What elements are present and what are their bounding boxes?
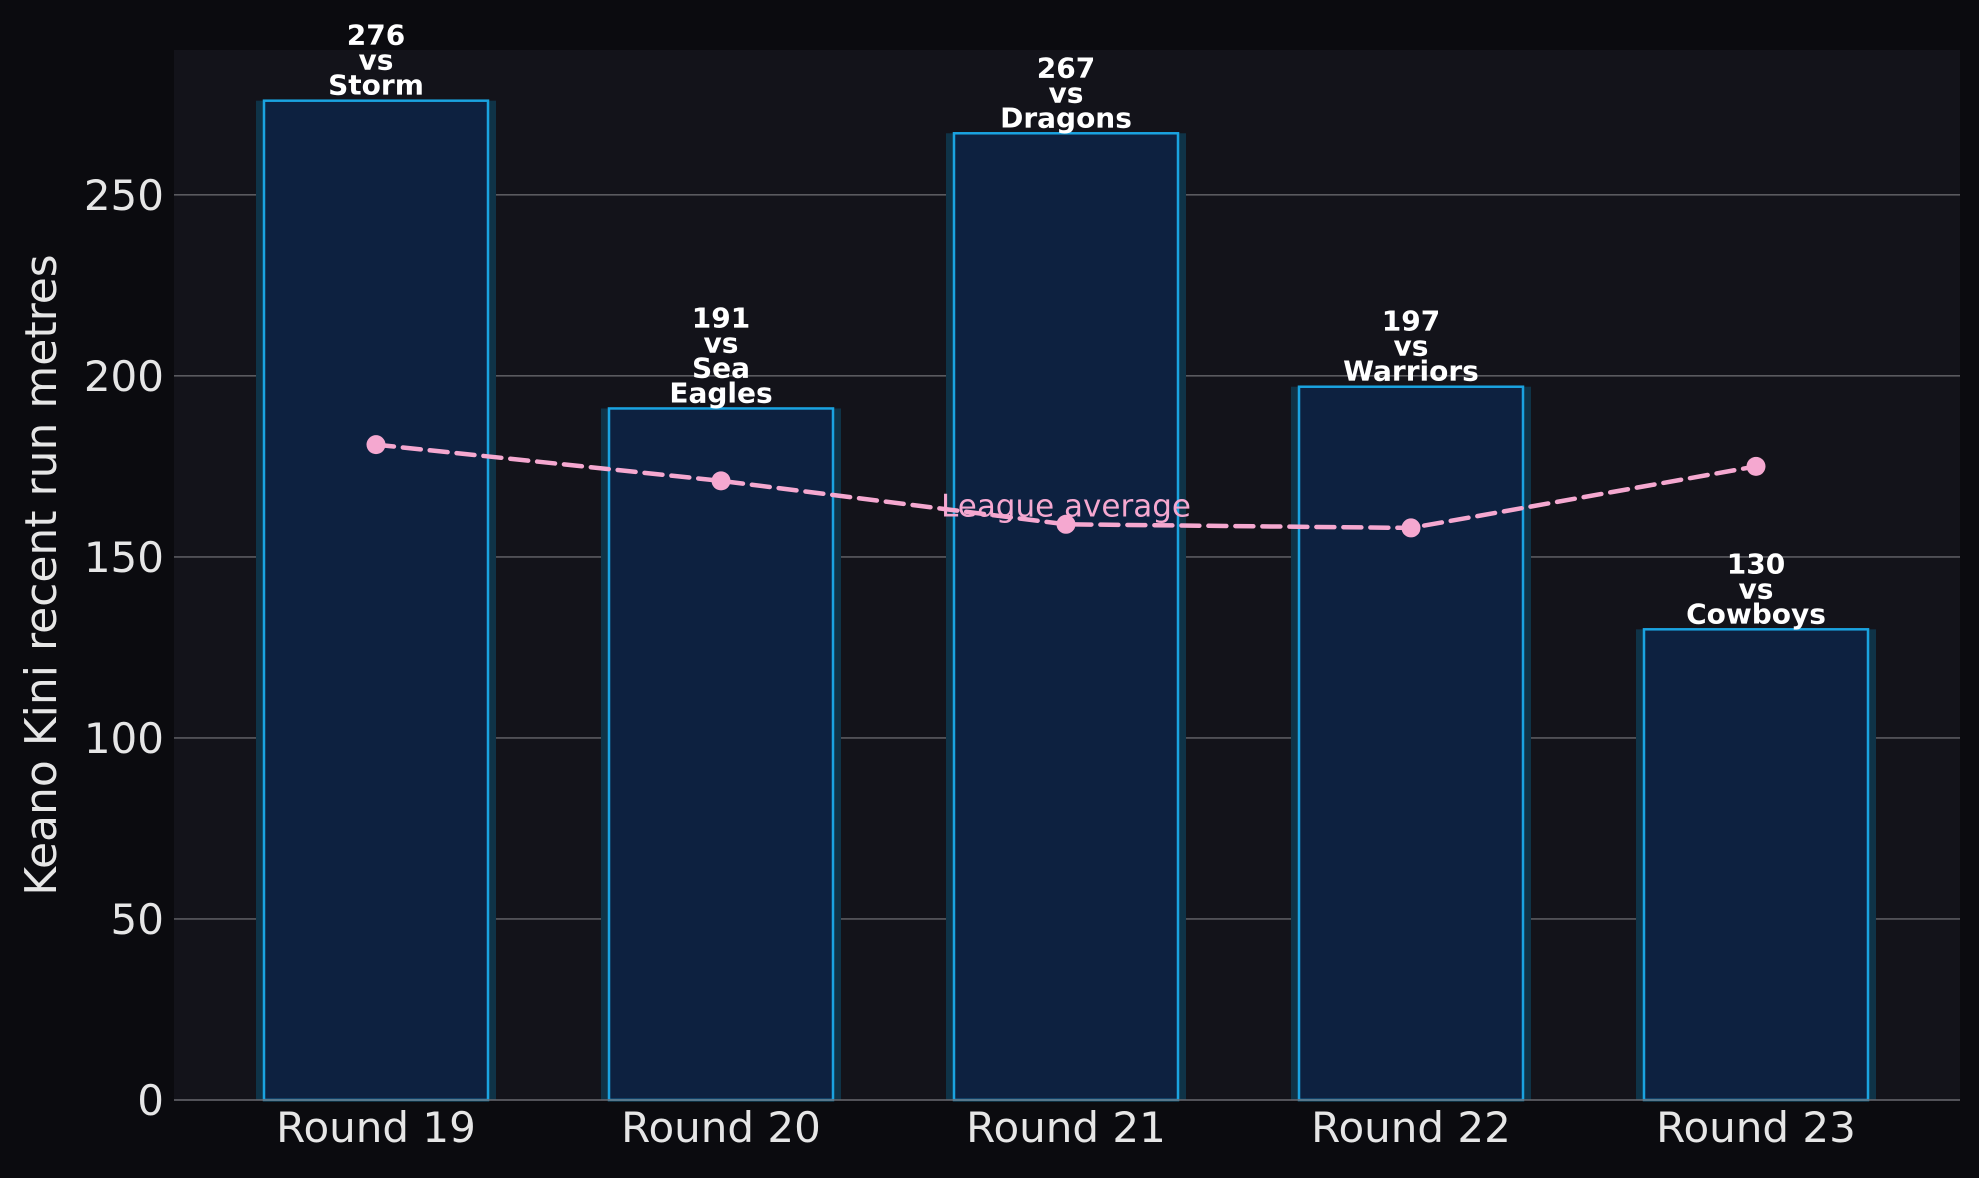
bar-data-label: vs xyxy=(1739,572,1774,605)
y-tick-label: 0 xyxy=(137,1076,164,1125)
average-point xyxy=(711,471,731,491)
y-tick-label: 200 xyxy=(84,352,164,401)
average-point xyxy=(1056,514,1076,534)
average-line-annotation: League average xyxy=(941,488,1191,524)
bars xyxy=(256,99,1876,1102)
average-point xyxy=(1401,518,1421,538)
average-point xyxy=(366,435,386,455)
bar xyxy=(262,99,490,1102)
bar xyxy=(607,407,835,1102)
bar xyxy=(1642,628,1870,1102)
bar-data-label: 191 xyxy=(692,301,750,334)
bar-data-label: vs xyxy=(359,44,394,77)
y-tick-label: 100 xyxy=(84,714,164,763)
bar xyxy=(1297,385,1525,1102)
bar-data-label: Cowboys xyxy=(1686,597,1826,630)
bar-labels: 276vsStorm191vsSeaEagles267vsDragons197v… xyxy=(328,19,1826,631)
average-point xyxy=(1746,456,1766,476)
x-tick-label: Round 20 xyxy=(621,1103,821,1152)
bar-data-label: 130 xyxy=(1727,547,1785,580)
x-tick-label: Round 22 xyxy=(1311,1103,1511,1152)
bar-data-label: vs xyxy=(704,326,739,359)
x-tick-label: Round 19 xyxy=(276,1103,476,1152)
bar-data-label: Dragons xyxy=(1000,101,1132,134)
bar-data-label: 276 xyxy=(347,19,405,52)
y-tick-label: 250 xyxy=(84,171,164,220)
y-tick-label: 150 xyxy=(84,533,164,582)
bar-data-label: vs xyxy=(1049,76,1084,109)
y-axis-label: Keano Kini recent run metres xyxy=(16,254,67,895)
bar-data-label: Eagles xyxy=(669,376,772,409)
bar-data-label: Storm xyxy=(328,69,424,102)
x-tick-label: Round 23 xyxy=(1656,1103,1856,1152)
axes: 0 50 100 150 200 250 Round 19 Round 20 Round 21 R… xyxy=(84,171,1960,1152)
bar-data-label: 197 xyxy=(1382,305,1440,338)
bar-data-label: 267 xyxy=(1037,51,1095,84)
bar-data-label: Sea xyxy=(692,351,750,384)
bar xyxy=(952,132,1180,1102)
y-tick-label: 50 xyxy=(111,895,164,944)
league-average-line: League average xyxy=(366,435,1766,538)
bar-data-label: Warriors xyxy=(1343,355,1479,388)
bar-data-label: vs xyxy=(1394,330,1429,363)
x-tick-label: Round 21 xyxy=(966,1103,1166,1152)
